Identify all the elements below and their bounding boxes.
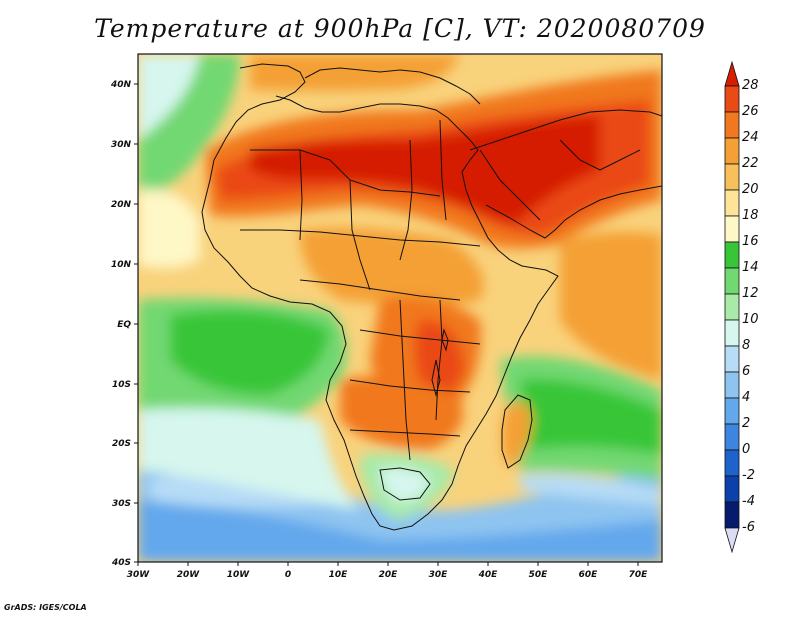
- longitude-labels: 30W 20W 10W 0 10E 20E 30E 40E 50E 60E 70…: [127, 570, 648, 580]
- lat-label: 40N: [110, 80, 132, 90]
- colorbar-label: 20: [742, 182, 759, 197]
- colorbar-label: -6: [742, 520, 755, 535]
- lon-label: 10E: [329, 570, 349, 580]
- colorbar-segment: [724, 215, 740, 243]
- colorbar-labels: 28 26 24 22 20 18 16 14 12 10 8 6 4 2 0 …: [742, 78, 759, 535]
- lon-label: 60E: [579, 570, 599, 580]
- lat-label: 40S: [111, 558, 131, 568]
- lon-label: 70E: [629, 570, 649, 580]
- lon-label: 30E: [429, 570, 449, 580]
- tick-marks: [134, 83, 639, 566]
- map-frame: [137, 53, 663, 563]
- lat-label: EQ: [117, 320, 131, 330]
- lat-label: 10N: [111, 260, 132, 270]
- colorbar-segment: [724, 371, 740, 399]
- colorbar-label: 18: [742, 208, 759, 223]
- colorbar-segment: [724, 345, 740, 373]
- colorbar-segment: [724, 85, 740, 113]
- latitude-labels: 40N 30N 20N 10N EQ 10S 20S 30S 40S: [110, 80, 132, 568]
- lon-label: 40E: [478, 570, 499, 580]
- lat-label: 30N: [111, 140, 132, 150]
- colorbar-segment: [724, 423, 740, 451]
- colorbar-arrow-bottom: [724, 527, 740, 554]
- colorbar: [724, 60, 740, 554]
- lat-label: 30S: [112, 499, 131, 509]
- colorbar-label: -2: [742, 468, 755, 483]
- colorbar-label: 26: [742, 104, 759, 119]
- colorbar-label: 24: [742, 130, 759, 145]
- lon-label: 50E: [529, 570, 549, 580]
- lon-label: 0: [285, 570, 291, 580]
- lat-label: 20N: [111, 200, 132, 210]
- map-title: Temperature at 900hPa [C], VT: 202008070…: [94, 14, 706, 43]
- colorbar-label: 2: [742, 416, 750, 431]
- colorbar-segment: [724, 501, 740, 529]
- lat-label: 20S: [112, 439, 131, 449]
- lat-label: 10S: [112, 380, 131, 390]
- colorbar-segment: [724, 137, 740, 165]
- colorbar-segment: [724, 293, 740, 321]
- colorbar-label: 28: [742, 78, 759, 93]
- colorbar-segment: [724, 189, 740, 217]
- colorbar-segment: [724, 241, 740, 269]
- grads-credit: GrADS: IGES/COLA: [4, 603, 87, 612]
- colorbar-segment: [724, 475, 740, 503]
- colorbar-label: 22: [742, 156, 759, 171]
- colorbar-label: 0: [742, 442, 750, 457]
- lon-label: 20W: [177, 570, 201, 580]
- colorbar-label: 12: [742, 286, 759, 301]
- colorbar-label: 16: [742, 234, 759, 249]
- colorbar-segment: [724, 267, 740, 295]
- colorbar-label: 14: [742, 260, 759, 275]
- colorbar-label: 6: [742, 364, 750, 379]
- colorbar-segment: [724, 397, 740, 425]
- colorbar-segment: [724, 163, 740, 191]
- colorbar-label: 8: [742, 338, 750, 353]
- colorbar-label: 10: [742, 312, 759, 327]
- colorbar-label: 4: [742, 390, 750, 405]
- colorbar-segment: [724, 111, 740, 139]
- colorbar-segment: [724, 449, 740, 477]
- colorbar-segment: [724, 319, 740, 347]
- lon-label: 30W: [127, 570, 151, 580]
- lon-label: 10W: [227, 570, 251, 580]
- coastlines: [201, 63, 662, 531]
- colorbar-arrow-top: [724, 60, 740, 87]
- colorbar-label: -4: [742, 494, 755, 509]
- lon-label: 20E: [379, 570, 399, 580]
